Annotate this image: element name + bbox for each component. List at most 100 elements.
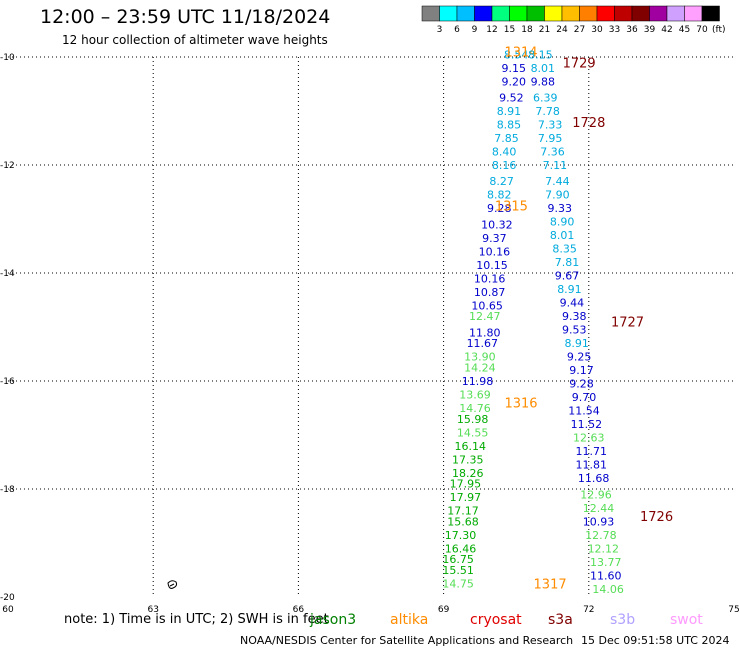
- series-altika: 14.7515.5116.7516.4617.3015.6817.1717.97…: [442, 46, 566, 593]
- data-label: 13.77: [590, 556, 622, 569]
- data-label: 9.52: [499, 92, 524, 105]
- x-tick-label: 66: [293, 605, 305, 615]
- legend-entry-s3a: s3a: [548, 612, 573, 628]
- colorbar-label: 27: [574, 25, 585, 35]
- data-label: 9.20: [502, 75, 527, 88]
- series-s3a: 8.158.019.886.397.787.337.957.367.117.44…: [528, 48, 673, 596]
- page-subtitle: 12 hour collection of altimeter wave hei…: [62, 33, 328, 47]
- colorbar-label: 18: [521, 25, 533, 35]
- colorbar-label: 21: [539, 25, 550, 35]
- data-label: 8.90: [550, 216, 575, 229]
- data-label: 9.53: [562, 324, 587, 337]
- data-label: 9.33: [548, 202, 573, 215]
- data-label: 11.71: [575, 445, 607, 458]
- colorbar-label: 33: [609, 25, 620, 35]
- y-tick-label: -14: [0, 269, 15, 279]
- data-label: 16.75: [442, 553, 474, 566]
- data-label: 12.12: [588, 542, 620, 555]
- colorbar-label: 12: [486, 25, 497, 35]
- colorbar-unit: (ft): [712, 25, 726, 35]
- data-label: 9.28: [487, 202, 512, 215]
- data-label: 11.68: [578, 472, 610, 485]
- data-label: 9.44: [560, 297, 585, 310]
- data-label: 17.30: [445, 529, 477, 542]
- legend-entry-s3b: s3b: [610, 612, 636, 628]
- data-label: 8.91: [564, 337, 589, 350]
- data-label: 8.15: [528, 48, 553, 61]
- data-label: 8.27: [489, 175, 514, 188]
- time-label: 1728: [572, 116, 605, 131]
- colorbar-label: 42: [661, 25, 672, 35]
- data-label: 15.68: [447, 515, 479, 528]
- y-tick-label: -18: [0, 485, 15, 495]
- colorbar-label: 30: [591, 25, 603, 35]
- data-label: 17.17: [447, 505, 479, 518]
- legend-entry-jason3: jason3: [310, 612, 357, 628]
- data-label: 14.55: [457, 426, 489, 439]
- x-tick-label: 69: [438, 605, 450, 615]
- data-label: 9.17: [569, 364, 594, 377]
- y-tick-label: -20: [0, 593, 15, 603]
- data-label: 8.35: [552, 243, 577, 256]
- data-label: 12.47: [469, 310, 501, 323]
- colorbar-label: 36: [626, 25, 638, 35]
- data-label: 12.44: [583, 502, 615, 515]
- time-label: 1727: [611, 316, 644, 331]
- data-label: 7.33: [538, 119, 563, 132]
- data-label: 9.25: [567, 351, 592, 364]
- data-label: 11.81: [575, 459, 607, 472]
- data-label: 10.87: [474, 286, 506, 299]
- legend-entry-altika: altika: [390, 612, 429, 628]
- page-title: 12:00 – 23:59 UTC 11/18/2024: [40, 6, 331, 28]
- data-label: 18.26: [452, 467, 484, 480]
- y-tick-label: -16: [0, 377, 15, 387]
- data-label: 12.78: [585, 529, 617, 542]
- data-label: 10.93: [583, 515, 615, 528]
- time-label: 1729: [563, 56, 596, 71]
- data-label: 7.90: [545, 189, 570, 202]
- data-label: 10.16: [479, 245, 511, 258]
- data-label: 17.97: [450, 491, 482, 504]
- data-label: 17.95: [450, 478, 482, 491]
- data-label: 10.32: [481, 218, 513, 231]
- data-label: 7.81: [555, 256, 580, 269]
- data-label: 7.11: [543, 159, 568, 172]
- colorbar-label: 15: [504, 25, 515, 35]
- data-label: 13.90: [464, 351, 496, 364]
- colorbar-swatch: [701, 5, 720, 22]
- data-label: 15.98: [457, 413, 489, 426]
- colorbar-label: 39: [644, 25, 656, 35]
- data-label: 13.69: [459, 389, 491, 402]
- data-label: 17.35: [452, 453, 484, 466]
- data-label: 9.28: [569, 378, 594, 391]
- data-label: 11.80: [469, 326, 501, 339]
- data-label: 9.67: [555, 270, 580, 283]
- time-label: 1315: [495, 200, 528, 215]
- data-label: 11.52: [571, 418, 603, 431]
- data-label: 14.06: [592, 583, 624, 596]
- data-label: 7.44: [545, 175, 570, 188]
- x-tick-label: 60: [2, 605, 14, 615]
- data-label: 9.38: [562, 310, 587, 323]
- data-label: 16.14: [454, 440, 486, 453]
- data-label: 9.88: [531, 75, 556, 88]
- colorbar-label: 6: [454, 25, 460, 35]
- time-label: 1314: [504, 46, 537, 61]
- data-label: 7.85: [494, 132, 519, 145]
- time-label: 1316: [504, 397, 537, 412]
- x-tick-label: 75: [728, 605, 739, 615]
- data-label: 8.91: [497, 105, 522, 118]
- footer-note: note: 1) Time is in UTC; 2) SWH is in fe…: [64, 612, 329, 627]
- x-tick-label: 63: [147, 605, 158, 615]
- data-label: 9.70: [572, 391, 597, 404]
- colorbar-label: 24: [556, 25, 568, 35]
- y-tick-label: -10: [0, 53, 15, 63]
- data-label: 9.15: [502, 62, 527, 75]
- colorbar-label: 45: [679, 25, 690, 35]
- data-label: 12.63: [573, 432, 605, 445]
- colorbar-label: 70: [696, 25, 708, 35]
- data-label: 7.95: [538, 132, 563, 145]
- data-label: 8.85: [497, 119, 522, 132]
- colorbar-label: 9: [472, 25, 478, 35]
